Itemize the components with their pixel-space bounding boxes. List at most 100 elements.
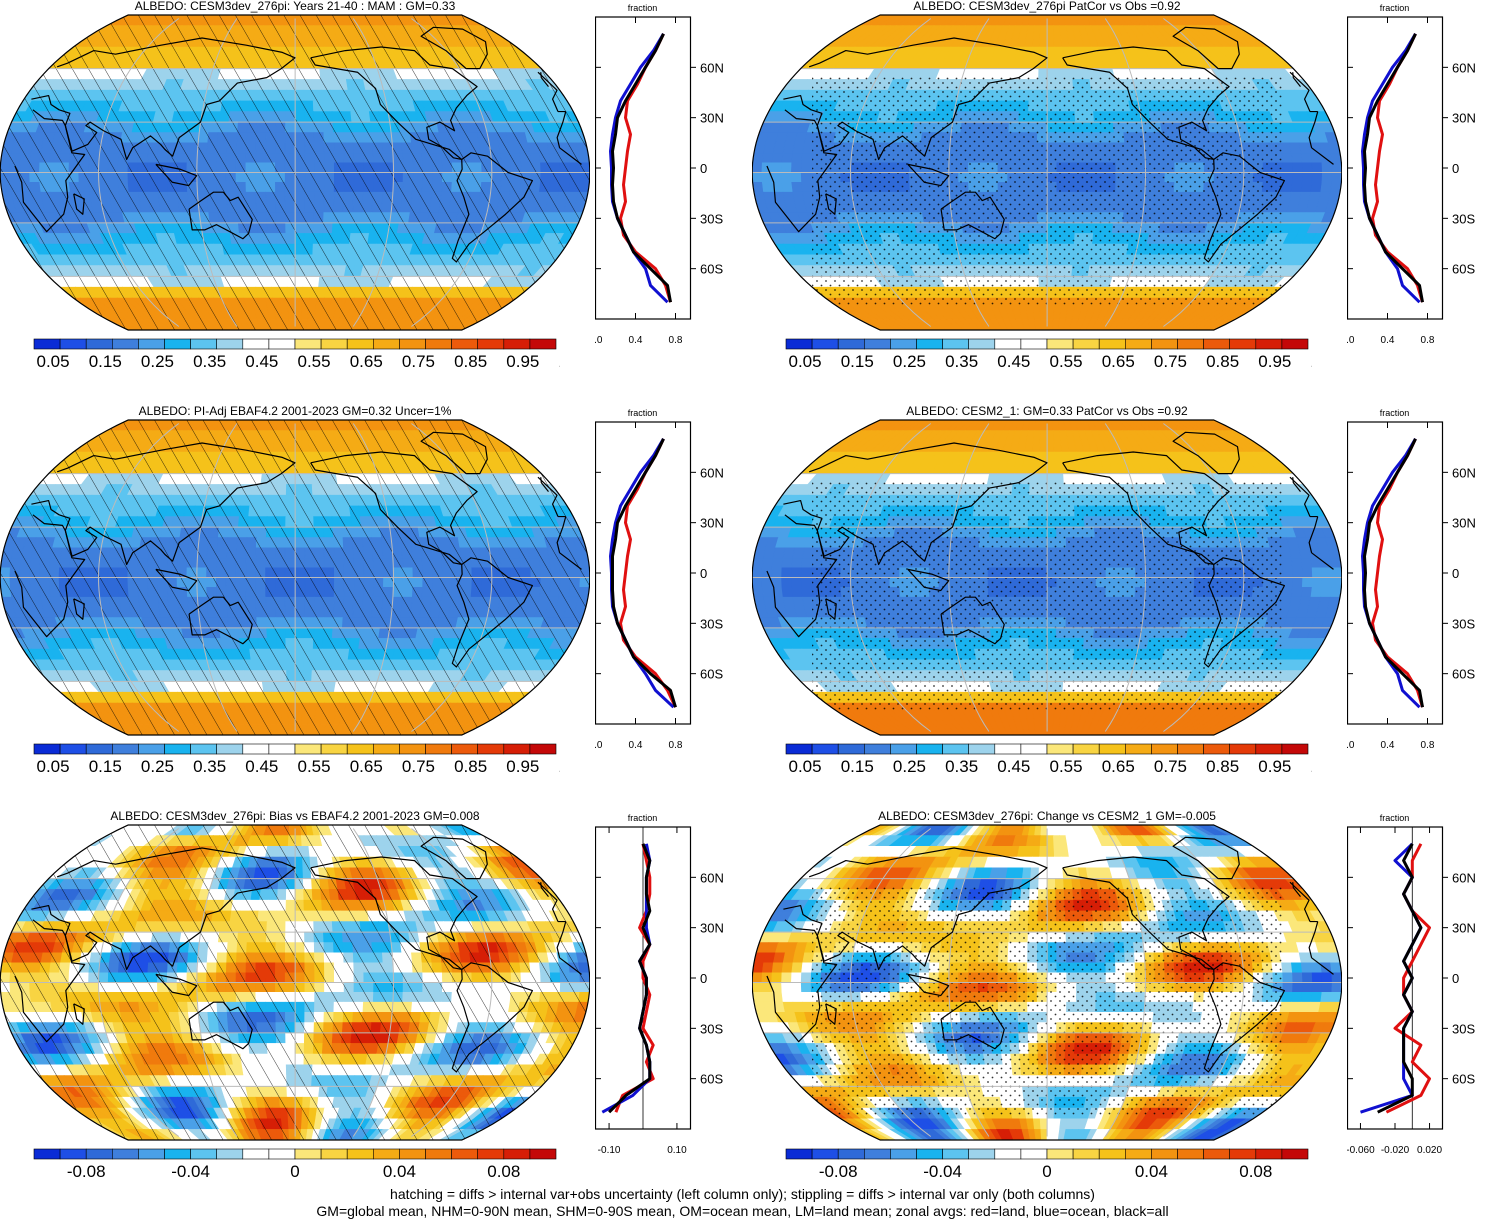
zonal-x-label: -0.020 [1381, 1145, 1410, 1156]
colorbar-swatch [451, 338, 479, 350]
colorbar-swatch [242, 338, 270, 350]
colorbar: -0.08 -0.04 0 0.04 0.08 [33, 1148, 557, 1181]
colorbar-swatch [1203, 1148, 1231, 1160]
zonal-x-label: 0.4 [629, 740, 643, 751]
colorbar-swatch [1124, 1148, 1152, 1160]
colorbar-swatch [320, 743, 348, 755]
zonal-lat-label: 60N [1452, 465, 1476, 480]
map [752, 419, 1342, 736]
colorbar-swatch [1281, 338, 1309, 350]
colorbar-swatch [1177, 1148, 1204, 1160]
colorbar-swatch [59, 1148, 87, 1160]
colorbar: 0.05 0.15 0.25 0.35 0.45 0.55 0.65 0.75 0.85 0.95… [33, 338, 560, 371]
footer-line-1: hatching = diffs > internal var+obs unce… [390, 1186, 1095, 1202]
zonal-x-label: 0.4 [1381, 740, 1395, 751]
colorbar-swatch [451, 1148, 479, 1160]
zonal-title: fraction [1380, 408, 1410, 418]
colorbar-swatch [1255, 1148, 1283, 1160]
zonal-lat-label: 30N [1452, 516, 1476, 531]
panel-title: ALBEDO: CESM3dev_276pi: Change vs CESM2_… [878, 809, 1216, 823]
zonal-series-all [611, 438, 677, 708]
colorbar-swatch [1229, 1148, 1257, 1160]
colorbar-swatch [1151, 338, 1178, 350]
colorbar-swatch [1020, 338, 1048, 350]
zonal-x-label: 0.0 [595, 335, 603, 346]
colorbar-swatch [916, 338, 943, 350]
colorbar-label: 0.08 [487, 1162, 520, 1181]
colorbar-label: 1.05 [1311, 352, 1312, 371]
zonal-title: fraction [628, 3, 658, 13]
map [0, 419, 590, 736]
zonal-lat-label: 0 [700, 971, 707, 986]
colorbar-swatch [503, 743, 531, 755]
colorbar-swatch [372, 743, 400, 755]
colorbar-swatch [1072, 743, 1100, 755]
colorbar-swatch [811, 1148, 839, 1160]
zonal-lat-label: 60N [700, 870, 724, 885]
zonal-lat-label: 30N [700, 111, 724, 126]
colorbar-label: 0.65 [1102, 352, 1135, 371]
colorbar-label: 0.35 [945, 757, 978, 776]
colorbar-swatch [890, 743, 917, 755]
colorbar: 0.05 0.15 0.25 0.35 0.45 0.55 0.65 0.75 0.85 0.95… [785, 338, 1312, 371]
zonal-mean-plot: fraction 60N 30N 0 30S 60S 0.0 0.4 0.8 [1347, 3, 1476, 346]
colorbar-label: 0.45 [997, 352, 1030, 371]
colorbar-label: 0.05 [37, 757, 70, 776]
zonal-x-label: 0.020 [1417, 1145, 1442, 1156]
colorbar-label: 0.55 [298, 352, 331, 371]
colorbar-swatch [1229, 743, 1257, 755]
colorbar-swatch [59, 743, 87, 755]
colorbar-label: 0.25 [893, 352, 926, 371]
colorbar-swatch [864, 1148, 891, 1160]
map [752, 14, 1342, 331]
colorbar-label: 0.25 [141, 757, 174, 776]
colorbar-label: 0.05 [37, 352, 70, 371]
colorbar-swatch [1046, 743, 1074, 755]
zonal-title: fraction [1380, 3, 1410, 13]
zonal-series-all [611, 33, 672, 303]
colorbar-swatch [785, 338, 813, 350]
colorbar-swatch [785, 1148, 813, 1160]
colorbar-swatch [890, 1148, 917, 1160]
colorbar-swatch [346, 338, 374, 350]
map [0, 824, 590, 1141]
panel-title: ALBEDO: CESM3dev_276pi PatCor vs Obs =0.… [913, 0, 1181, 13]
colorbar-swatch [477, 743, 505, 755]
colorbar-swatch [268, 338, 296, 350]
colorbar-label: -0.04 [923, 1162, 962, 1181]
zonal-lat-label: 0 [700, 566, 707, 581]
colorbar-swatch [529, 338, 557, 350]
colorbar-label: 1.05 [559, 352, 560, 371]
colorbar-swatch [1072, 338, 1100, 350]
zonal-lat-label: 30S [1452, 1021, 1475, 1036]
colorbar-swatch [1020, 743, 1048, 755]
zonal-x-label: 0.0 [595, 740, 603, 751]
zonal-title: fraction [628, 408, 658, 418]
zonal-lat-label: 30N [1452, 921, 1476, 936]
zonal-x-label: 0.10 [667, 1145, 687, 1156]
colorbar-swatch [529, 743, 557, 755]
colorbar-swatch [942, 743, 970, 755]
colorbar-swatch [268, 1148, 296, 1160]
colorbar-swatch [1255, 743, 1283, 755]
zonal-x-label: 0.0 [1347, 335, 1355, 346]
colorbar-swatch [916, 743, 943, 755]
zonal-lat-label: 30N [700, 921, 724, 936]
colorbar-label: 0.75 [402, 352, 435, 371]
zonal-lat-label: 60S [1452, 667, 1475, 682]
zonal-lat-label: 60S [700, 667, 723, 682]
colorbar-label: 0.95 [1258, 352, 1291, 371]
colorbar-swatch [916, 1148, 943, 1160]
zonal-lat-label: 0 [700, 161, 707, 176]
colorbar-label: 0.25 [141, 352, 174, 371]
colorbar-swatch [346, 743, 374, 755]
colorbar-label: 0.45 [245, 352, 278, 371]
zonal-lat-label: 30N [700, 516, 724, 531]
colorbar-swatch [216, 1148, 244, 1160]
colorbar-swatch [477, 338, 505, 350]
colorbar-label: -0.08 [819, 1162, 858, 1181]
colorbar-swatch [164, 338, 191, 350]
map [752, 824, 1342, 1141]
colorbar-label: 0.04 [383, 1162, 416, 1181]
colorbar-swatch [1177, 338, 1204, 350]
